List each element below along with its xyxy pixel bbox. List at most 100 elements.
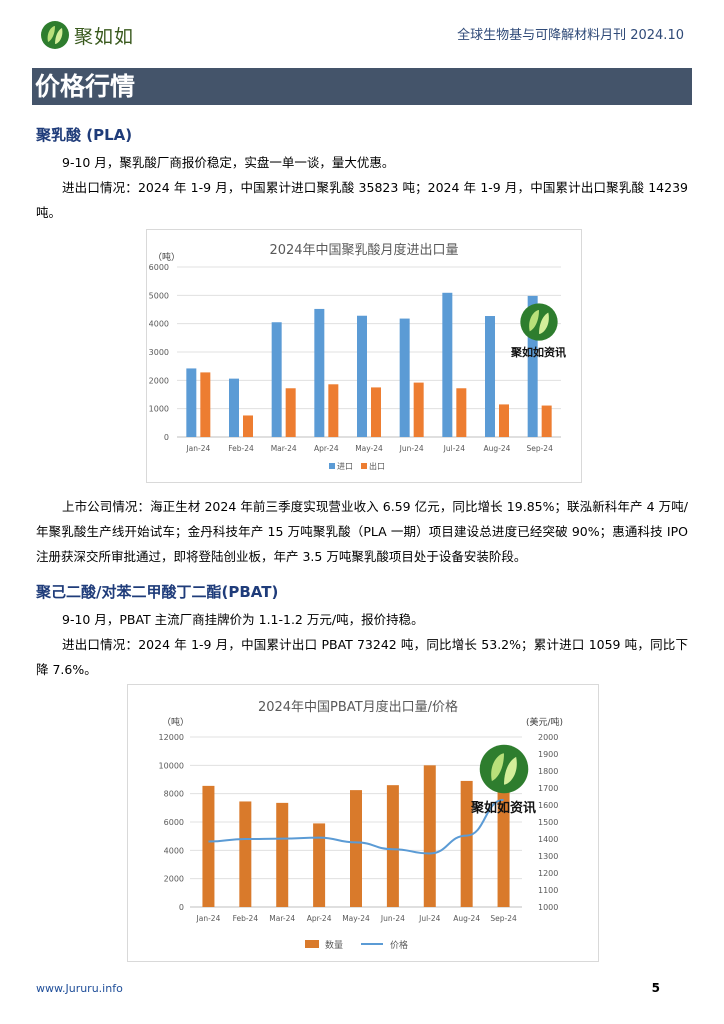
legend-swatch-volume: [305, 940, 319, 948]
x-tick-label: Feb-24: [228, 444, 254, 453]
x-tick-label: Apr-24: [307, 914, 332, 923]
pla-company-news: 上市公司情况：海正生材 2024 年前三季度实现营业收入 6.59 亿元，同比增…: [36, 494, 688, 569]
bar-import: [314, 308, 325, 437]
y2-axis-label: (美元/吨): [526, 716, 563, 728]
legend-swatch: [361, 463, 367, 469]
bar-import: [399, 318, 410, 437]
y-tick-label: 0: [179, 903, 184, 912]
page-header: 聚如如 全球生物基与可降解材料月刊 2024.10: [0, 0, 724, 60]
pla-chart-svg: 2024年中国聚乳酸月度进出口量 （吨） 0 1000 2000 3000 4000 5000…: [149, 242, 561, 471]
y2-tick-label: 1700: [538, 784, 558, 793]
y-tick-label: 2000: [149, 376, 169, 385]
bar-volume: [202, 785, 215, 907]
x-tick-label: Jul-24: [418, 914, 441, 923]
bar-import: [229, 378, 239, 437]
pla-chart: 2024年中国聚乳酸月度进出口量 （吨） 0 1000 2000 3000 4000 5000…: [146, 229, 582, 483]
bar-import: [442, 292, 453, 437]
watermark-text-2: 聚如如资讯: [471, 801, 537, 816]
bar-import: [357, 315, 367, 437]
pla-heading: 聚乳酸 (PLA): [36, 126, 133, 144]
bar-export: [328, 384, 339, 437]
watermark-text: 聚如如资讯: [511, 346, 566, 359]
legend-label: 进口: [337, 462, 353, 471]
pbat-heading: 聚己二酸/对苯二甲酸丁二酯(PBAT): [36, 583, 279, 601]
bar-import: [527, 295, 538, 437]
pbat-chart: 2024年中国PBAT月度出口量/价格 （吨） (美元/吨) 0 2000 4000 600…: [127, 684, 599, 962]
publication-title: 全球生物基与可降解材料月刊 2024.10: [457, 28, 684, 43]
y-tick-label: 6000: [164, 818, 184, 827]
y2-tick-label: 1400: [538, 835, 558, 844]
bar-export: [285, 388, 296, 437]
y2-tick-label: 1600: [538, 801, 558, 810]
price-line: [208, 798, 504, 855]
y-tick-label: 12000: [159, 733, 184, 742]
leaf-watermark-icon: [479, 744, 528, 794]
bar-export: [413, 382, 424, 437]
x-tick-label: Aug-24: [453, 914, 480, 923]
y2-tick-label: 1200: [538, 869, 558, 878]
bar-import: [271, 322, 282, 437]
chart-title: 2024年中国PBAT月度出口量/价格: [258, 699, 458, 715]
logo-text: 聚如如: [74, 25, 135, 48]
x-tick-label: Feb-24: [233, 914, 259, 923]
legend-label: 价格: [390, 939, 408, 951]
x-tick-label: May-24: [342, 914, 370, 923]
y-tick-label: 8000: [164, 790, 184, 799]
x-tick-label: Jun-24: [399, 444, 424, 453]
y-axis-label: （吨）: [153, 251, 180, 263]
legend-label: 数量: [325, 939, 343, 951]
y2-tick-label: 1000: [538, 903, 558, 912]
leaf-watermark-icon: [519, 303, 558, 341]
bar-volume: [460, 780, 473, 907]
section-title: 价格行情: [32, 68, 692, 105]
bar-volume: [350, 790, 362, 907]
x-tick-label: Mar-24: [269, 914, 295, 923]
x-tick-label: Mar-24: [271, 444, 297, 453]
pla-paragraph-price: 9-10 月，聚乳酸厂商报价稳定，实盘一单一谈，量大优惠。: [62, 155, 395, 170]
footer-url-link[interactable]: www.Jururu.info: [36, 982, 123, 995]
x-tick-label: Aug-24: [484, 444, 511, 453]
y2-tick-label: 1300: [538, 852, 558, 861]
pla-paragraph-trade: 进出口情况：2024 年 1-9 月，中国累计进口聚乳酸 35823 吨；202…: [36, 180, 688, 220]
y-tick-label: 1000: [149, 405, 169, 414]
bar-volume: [313, 823, 326, 907]
watermark: 聚如如资讯: [511, 302, 566, 360]
y-axis-label: （吨）: [162, 716, 189, 728]
y-tick-label: 3000: [149, 348, 169, 357]
x-tick-label: May-24: [355, 444, 383, 453]
y-tick-label: 2000: [164, 875, 184, 884]
y2-tick-label: 1900: [538, 750, 558, 759]
pla-paragraph-companies: 上市公司情况：海正生材 2024 年前三季度实现营业收入 6.59 亿元，同比增…: [36, 499, 688, 564]
y-tick-label: 6000: [149, 263, 169, 272]
page-number: 5: [651, 981, 660, 995]
x-tick-label: Apr-24: [314, 444, 339, 453]
bar-export: [456, 388, 467, 437]
x-tick-label: Jan-24: [196, 914, 221, 923]
legend-swatch: [329, 463, 335, 469]
bar-import: [186, 368, 197, 437]
y2-tick-label: 2000: [538, 733, 558, 742]
pbat-paragraph-price: 9-10 月，PBAT 主流厂商挂牌价为 1.1-1.2 万元/吨，报价持稳。: [62, 612, 424, 627]
bar-volume: [497, 792, 510, 907]
pbat-intro: 9-10 月，PBAT 主流厂商挂牌价为 1.1-1.2 万元/吨，报价持稳。 …: [36, 607, 688, 682]
pbat-chart-svg: 2024年中国PBAT月度出口量/价格 （吨） (美元/吨) 0 2000 4000 600…: [159, 699, 564, 951]
y-tick-label: 4000: [149, 320, 169, 329]
y2-tick-label: 1800: [538, 767, 558, 776]
x-tick-label: Jan-24: [185, 444, 210, 453]
bar-export: [499, 404, 509, 437]
x-tick-label: Sep-24: [490, 914, 517, 923]
y-tick-label: 10000: [159, 761, 184, 770]
bar-export: [541, 405, 552, 437]
pbat-paragraph-trade: 进出口情况：2024 年 1-9 月，中国累计出口 PBAT 73242 吨，同…: [36, 637, 688, 677]
y-tick-label: 4000: [164, 846, 184, 855]
bar-volume: [423, 765, 436, 907]
x-tick-label: Jun-24: [380, 914, 405, 923]
watermark-2: 聚如如资讯: [471, 743, 536, 816]
y2-tick-label: 1500: [538, 818, 558, 827]
bar-export: [371, 387, 381, 437]
y2-tick-label: 1100: [538, 886, 558, 895]
bar-import: [485, 316, 495, 437]
legend-label: 出口: [369, 461, 385, 471]
bar-volume: [276, 802, 289, 907]
y-tick-label: 0: [164, 433, 169, 442]
